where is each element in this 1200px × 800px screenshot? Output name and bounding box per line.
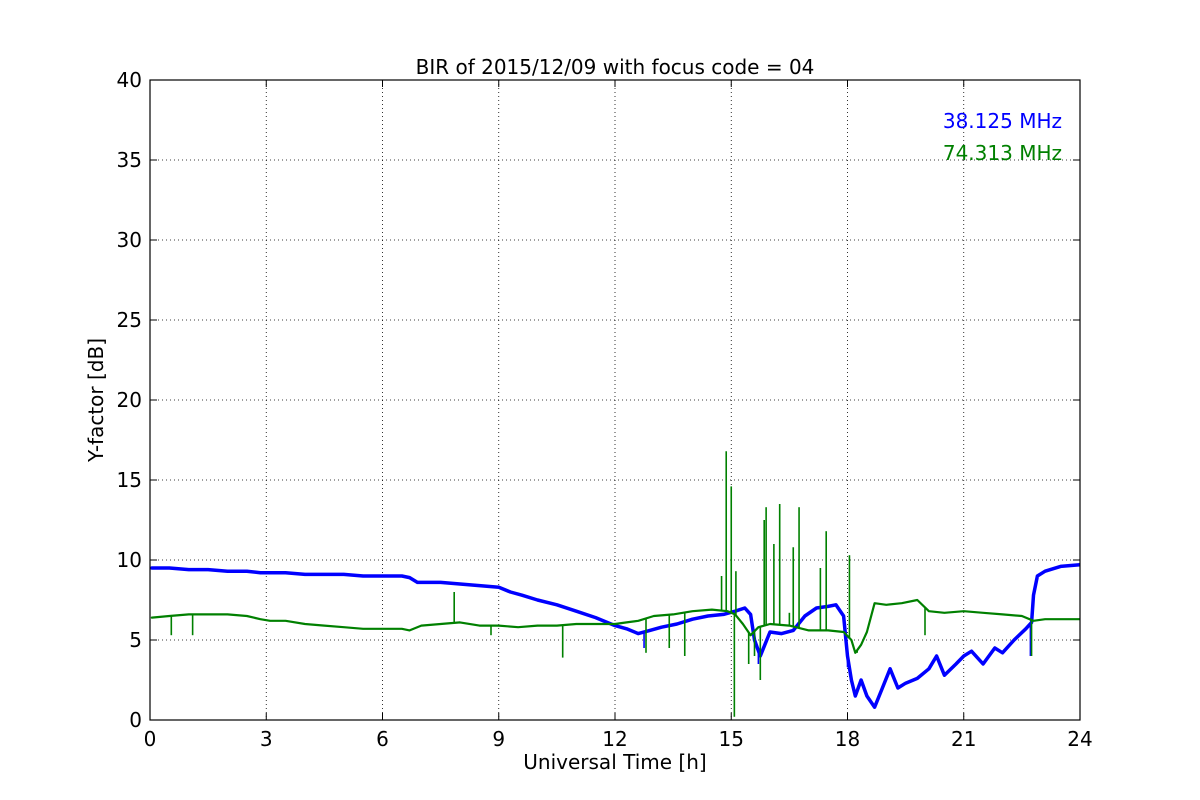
y-tick-label: 15: [117, 468, 142, 492]
x-tick-label: 21: [951, 727, 976, 751]
x-tick-label: 3: [260, 727, 273, 751]
gridlines: [150, 80, 1080, 720]
x-tick-label: 12: [602, 727, 627, 751]
chart-title: BIR of 2015/12/09 with focus code = 04: [416, 55, 815, 79]
legend: 38.125 MHz 74.313 MHz: [943, 109, 1062, 165]
series-layer: [150, 451, 1080, 717]
x-tick-label: 24: [1067, 727, 1092, 751]
x-tick-label: 6: [376, 727, 389, 751]
y-tick-label: 5: [129, 628, 142, 652]
y-tick-label: 10: [117, 548, 142, 572]
series-line-2: [150, 598, 1080, 654]
ticks: [149, 79, 1081, 721]
x-tick-label: 15: [719, 727, 744, 751]
y-tick-label: 25: [117, 308, 142, 332]
y-tick-label: 0: [129, 708, 142, 732]
x-tick-label: 0: [144, 727, 157, 751]
x-tick-label: 9: [492, 727, 505, 751]
y-tick-label: 35: [117, 148, 142, 172]
series-line-1: [150, 563, 1080, 709]
y-tick-label: 20: [117, 388, 142, 412]
x-tick-label: 18: [835, 727, 860, 751]
legend-entry-2: 74.313 MHz: [943, 141, 1062, 165]
x-axis-title: Universal Time [h]: [523, 750, 706, 774]
y-tick-label: 40: [117, 68, 142, 92]
tick-labels: 0 3 6 9 12 15 18 21 24 0 5 10 15 20 25 30 35 40: [117, 68, 1093, 751]
legend-entry-1: 38.125 MHz: [943, 109, 1062, 133]
y-tick-label: 30: [117, 228, 142, 252]
y-axis-title: Y-factor [dB]: [84, 338, 108, 463]
